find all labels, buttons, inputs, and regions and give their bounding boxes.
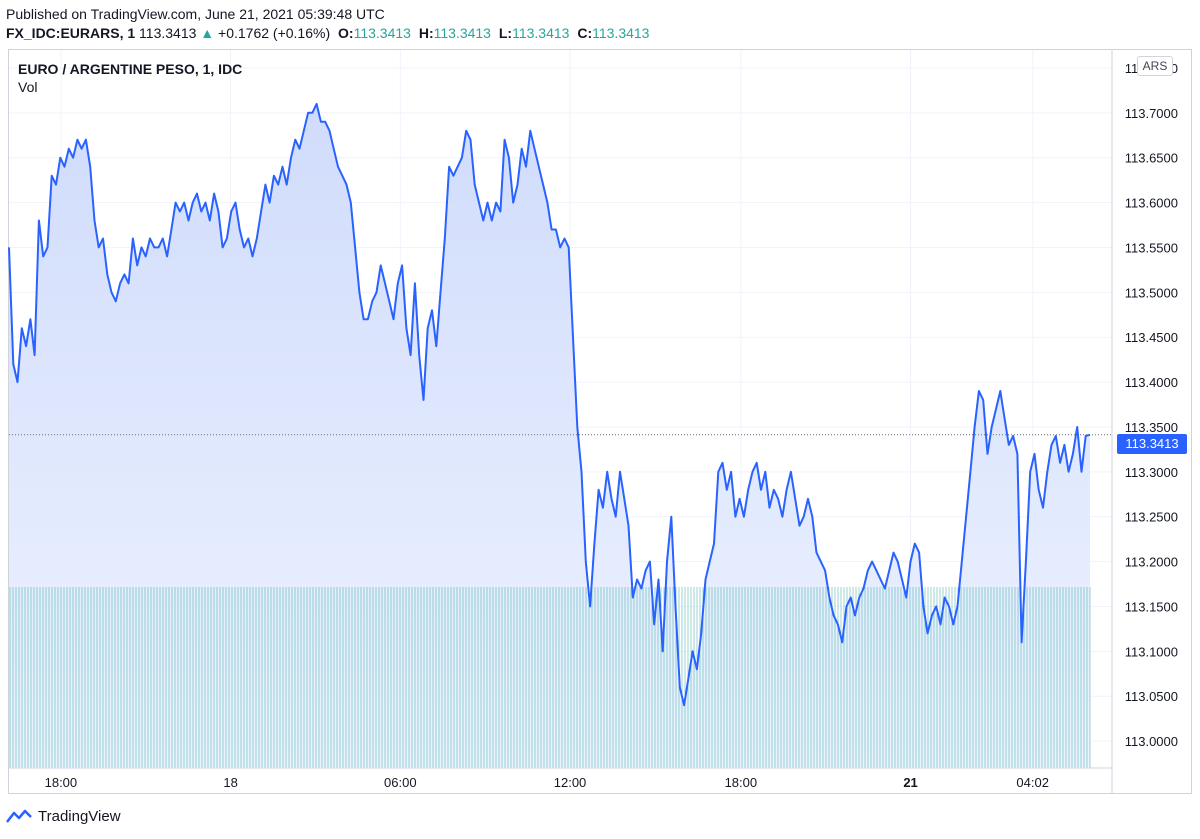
y-tick-label: 113.5500 <box>1125 240 1178 255</box>
open-value: 113.3413 <box>353 25 411 41</box>
symbol-name: FX_IDC:EURARS, 1 <box>6 25 136 41</box>
footer-brand[interactable]: TradingView <box>6 808 121 825</box>
price-line <box>8 102 1091 707</box>
x-tick-label: 18 <box>223 775 237 790</box>
y-tick-label: 113.0000 <box>1125 734 1178 749</box>
y-tick-label: 113.0500 <box>1125 689 1178 704</box>
y-tick-label: 113.6000 <box>1125 196 1178 211</box>
x-tick-label: 04:02 <box>1016 775 1049 790</box>
y-tick-label: 113.2500 <box>1125 510 1178 525</box>
high-value: 113.3413 <box>433 25 491 41</box>
chart-legend-title: EURO / ARGENTINE PESO, 1, IDC <box>18 61 243 77</box>
y-tick-label: 113.3500 <box>1125 420 1178 435</box>
currency-badge[interactable]: ARS <box>1137 56 1173 76</box>
x-tick-label: 06:00 <box>384 775 417 790</box>
y-tick-label: 113.2000 <box>1125 555 1178 570</box>
low-value: 113.3413 <box>512 25 570 41</box>
y-tick-label: 113.6500 <box>1125 151 1178 166</box>
x-tick-label: 18:00 <box>725 775 758 790</box>
y-tick-label: 113.4500 <box>1125 330 1178 345</box>
y-tick-label: 113.7000 <box>1125 106 1178 121</box>
last-price-badge: 113.3413 <box>1117 434 1187 454</box>
x-tick-label: 18:00 <box>45 775 78 790</box>
open-label: O: <box>338 25 354 41</box>
high-label: H: <box>418 25 434 41</box>
volume-legend: Vol <box>18 79 38 95</box>
price-change: +0.1762 (+0.16%) <box>218 25 331 41</box>
close-label: C: <box>577 25 593 41</box>
y-tick-label: 113.4000 <box>1125 375 1178 390</box>
x-tick-label: 12:00 <box>554 775 587 790</box>
low-label: L: <box>498 25 513 41</box>
x-tick-label: 21 <box>903 775 917 790</box>
close-value: 113.3413 <box>592 25 650 41</box>
symbol-info-bar: FX_IDC:EURARS, 1 113.3413 ▲ +0.1762 (+0.… <box>6 25 649 41</box>
y-tick-label: 113.1500 <box>1125 599 1178 614</box>
up-arrow-icon: ▲ <box>200 25 215 41</box>
tradingview-logo-icon <box>6 809 32 823</box>
y-tick-label: 113.3000 <box>1125 465 1178 480</box>
price-area-fill <box>9 103 1090 768</box>
last-price: 113.3413 <box>139 25 197 41</box>
y-tick-label: 113.1000 <box>1125 644 1178 659</box>
y-tick-label: 113.5000 <box>1125 285 1178 300</box>
published-notice: Published on TradingView.com, June 21, 2… <box>6 6 385 22</box>
tradingview-brand-text: TradingView <box>38 808 121 825</box>
chart-frame[interactable] <box>8 49 1192 794</box>
